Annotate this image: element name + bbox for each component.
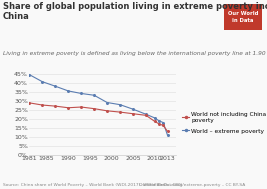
Text: Share of global population living in extreme poverty including and excluding
Chi: Share of global population living in ext… xyxy=(3,2,267,21)
Text: OurWorldInData.org/extreme-poverty – CC BY-SA: OurWorldInData.org/extreme-poverty – CC … xyxy=(139,183,245,187)
Text: Source: China share of World Poverty – World Bank (WDI-2017), World Bank – WDI: Source: China share of World Poverty – W… xyxy=(3,183,181,187)
Legend: World not including China – extreme
poverty, World – extreme poverty: World not including China – extreme pove… xyxy=(182,112,267,133)
Text: Living in extreme poverty is defined as living below the international poverty l: Living in extreme poverty is defined as … xyxy=(3,51,267,56)
Text: Our World
in Data: Our World in Data xyxy=(228,11,258,23)
